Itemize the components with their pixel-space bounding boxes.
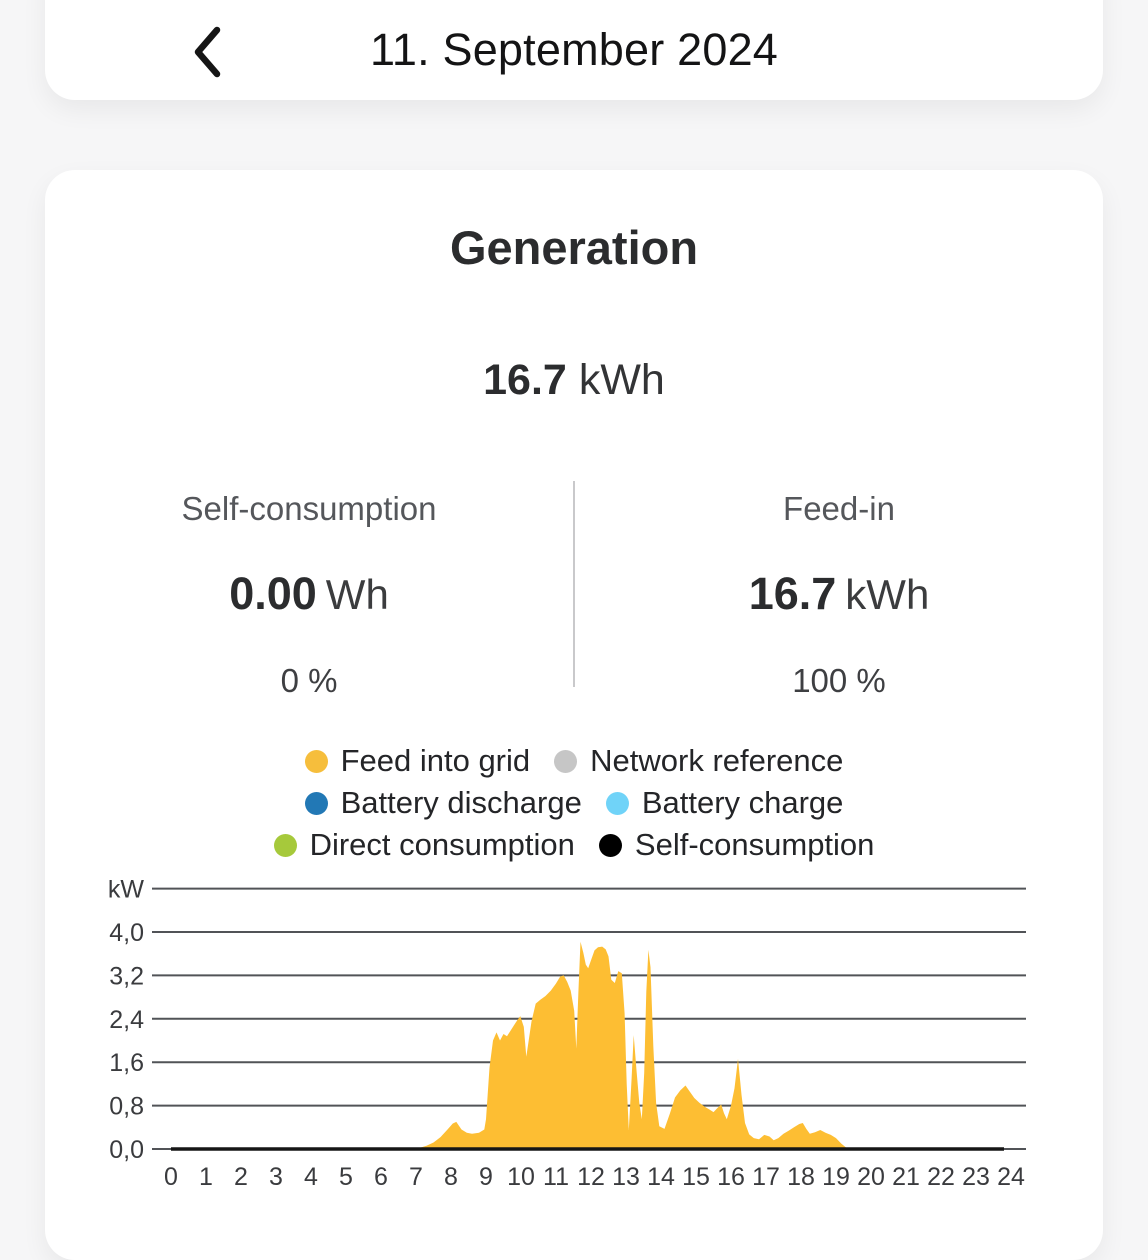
feed-into-grid-area bbox=[171, 941, 1011, 1149]
svg-text:4: 4 bbox=[304, 1163, 318, 1191]
date-title: 11. September 2024 bbox=[369, 24, 779, 75]
legend-item-self-consumption: Self-consumption bbox=[598, 827, 875, 863]
svg-text:9: 9 bbox=[479, 1163, 493, 1191]
x-axis-labels: 0 1 2 3 4 5 6 7 8 9 10 11 12 13 14 15 16 17 18 19 20 21 22 23 24 bbox=[164, 1163, 1025, 1191]
svg-text:2: 2 bbox=[234, 1163, 248, 1191]
svg-text:17: 17 bbox=[752, 1163, 780, 1191]
legend-row: Battery discharge Battery charge bbox=[45, 782, 1103, 824]
legend-item-battery-charge: Battery charge bbox=[605, 785, 844, 821]
legend-dot-direct-consumption-icon bbox=[273, 833, 297, 857]
legend-item-battery-discharge: Battery discharge bbox=[304, 785, 582, 821]
legend-item-network-reference: Network reference bbox=[554, 743, 843, 779]
svg-text:4,0: 4,0 bbox=[109, 919, 144, 947]
legend-item-direct-consumption: Direct consumption bbox=[273, 827, 575, 863]
svg-text:3: 3 bbox=[269, 1163, 283, 1191]
self-consumption-unit: Wh bbox=[325, 571, 389, 618]
svg-text:22: 22 bbox=[927, 1163, 955, 1191]
svg-text:13: 13 bbox=[612, 1163, 640, 1191]
legend-label-direct-consumption: Direct consumption bbox=[309, 827, 575, 862]
legend-dot-self-consumption-icon bbox=[598, 833, 622, 857]
feed-in-percent: 100 % bbox=[792, 662, 886, 699]
svg-text:0: 0 bbox=[164, 1163, 178, 1191]
svg-text:16: 16 bbox=[717, 1163, 745, 1191]
legend-dot-battery-discharge-icon bbox=[304, 791, 328, 815]
generation-chart: kW 4,0 3,2 2,4 1,6 0,8 0,0 0 1 2 3 4 5 6 7 8 9 10 11 12 13 14… bbox=[70, 880, 1028, 1198]
feed-in-column: Feed-in 16.7 kWh 100 % bbox=[575, 476, 1103, 700]
legend-item-feed-into-grid: Feed into grid bbox=[304, 743, 531, 779]
svg-text:0,0: 0,0 bbox=[109, 1136, 144, 1164]
gridlines bbox=[152, 887, 1026, 1150]
svg-text:14: 14 bbox=[647, 1163, 675, 1191]
svg-text:12: 12 bbox=[577, 1163, 605, 1191]
legend-dot-battery-charge-icon bbox=[605, 791, 629, 815]
total-generation: 16.7 kWh bbox=[45, 356, 1103, 405]
feed-in-unit: kWh bbox=[845, 571, 930, 618]
self-consumption-column: Self-consumption 0.00 Wh 0 % bbox=[45, 476, 573, 700]
svg-text:24: 24 bbox=[997, 1163, 1025, 1191]
svg-text:20: 20 bbox=[857, 1163, 885, 1191]
svg-text:15: 15 bbox=[682, 1163, 710, 1191]
svg-text:kW: kW bbox=[108, 880, 145, 904]
area-chart: kW4,03,22,41,60,80,00 1 2 3 4 5 6 7 8 9 10 11 12 13 14… bbox=[108, 880, 1026, 1191]
total-generation-value: 16.7 bbox=[483, 356, 567, 404]
column-divider bbox=[573, 481, 575, 687]
card-title: Generation bbox=[449, 221, 699, 274]
svg-text:2,4: 2,4 bbox=[109, 1006, 144, 1034]
feed-in-value: 16.7 bbox=[748, 568, 837, 619]
svg-text:21: 21 bbox=[892, 1163, 920, 1191]
back-chevron-icon bbox=[194, 26, 221, 78]
svg-text:0,8: 0,8 bbox=[109, 1093, 144, 1121]
self-consumption-percent: 0 % bbox=[280, 662, 338, 699]
svg-text:1,6: 1,6 bbox=[109, 1049, 144, 1077]
svg-text:23: 23 bbox=[962, 1163, 990, 1191]
y-axis-labels: kW 4,0 3,2 2,4 1,6 0,8 0,0 bbox=[108, 880, 145, 1164]
legend-label-network-reference: Network reference bbox=[590, 743, 844, 778]
feed-in-value-row: 16.7 kWh bbox=[575, 568, 1103, 620]
svg-text:3,2: 3,2 bbox=[109, 962, 144, 990]
legend-label-self-consumption: Self-consumption bbox=[634, 827, 875, 862]
svg-text:5: 5 bbox=[339, 1163, 353, 1191]
svg-text:18: 18 bbox=[787, 1163, 815, 1191]
svg-text:10: 10 bbox=[507, 1163, 535, 1191]
total-generation-unit: kWh bbox=[578, 356, 665, 404]
summary-columns: Self-consumption 0.00 Wh 0 % Feed-in 16.7… bbox=[45, 476, 1103, 699]
generation-card: Generation 16.7 kWh Self-consumption 0.00… bbox=[45, 170, 1103, 1260]
svg-text:7: 7 bbox=[409, 1163, 423, 1191]
chart-legend: Feed into grid Network reference Battery d… bbox=[45, 740, 1103, 866]
self-consumption-value-row: 0.00 Wh bbox=[45, 568, 573, 620]
date-navigation-bar: 11. September 2024 bbox=[45, 0, 1103, 100]
legend-label-battery-charge: Battery charge bbox=[641, 785, 844, 820]
feed-in-label: Feed-in bbox=[783, 490, 895, 527]
svg-text:19: 19 bbox=[822, 1163, 850, 1191]
svg-text:8: 8 bbox=[444, 1163, 458, 1191]
legend-dot-feed-into-grid-icon bbox=[304, 749, 328, 773]
self-consumption-value: 0.00 bbox=[229, 568, 317, 619]
legend-dot-network-reference-icon bbox=[554, 749, 578, 773]
svg-text:1: 1 bbox=[199, 1163, 213, 1191]
svg-text:11: 11 bbox=[543, 1163, 569, 1191]
self-consumption-label: Self-consumption bbox=[181, 490, 437, 527]
legend-row: Direct consumption Self-consumption bbox=[45, 824, 1103, 866]
legend-label-battery-discharge: Battery discharge bbox=[340, 785, 582, 820]
date-navigation-inner: 11. September 2024 bbox=[45, 10, 1103, 90]
legend-row: Feed into grid Network reference bbox=[45, 740, 1103, 782]
svg-text:6: 6 bbox=[374, 1163, 388, 1191]
legend-label-feed-into-grid: Feed into grid bbox=[340, 743, 531, 778]
back-button[interactable] bbox=[175, 22, 239, 82]
